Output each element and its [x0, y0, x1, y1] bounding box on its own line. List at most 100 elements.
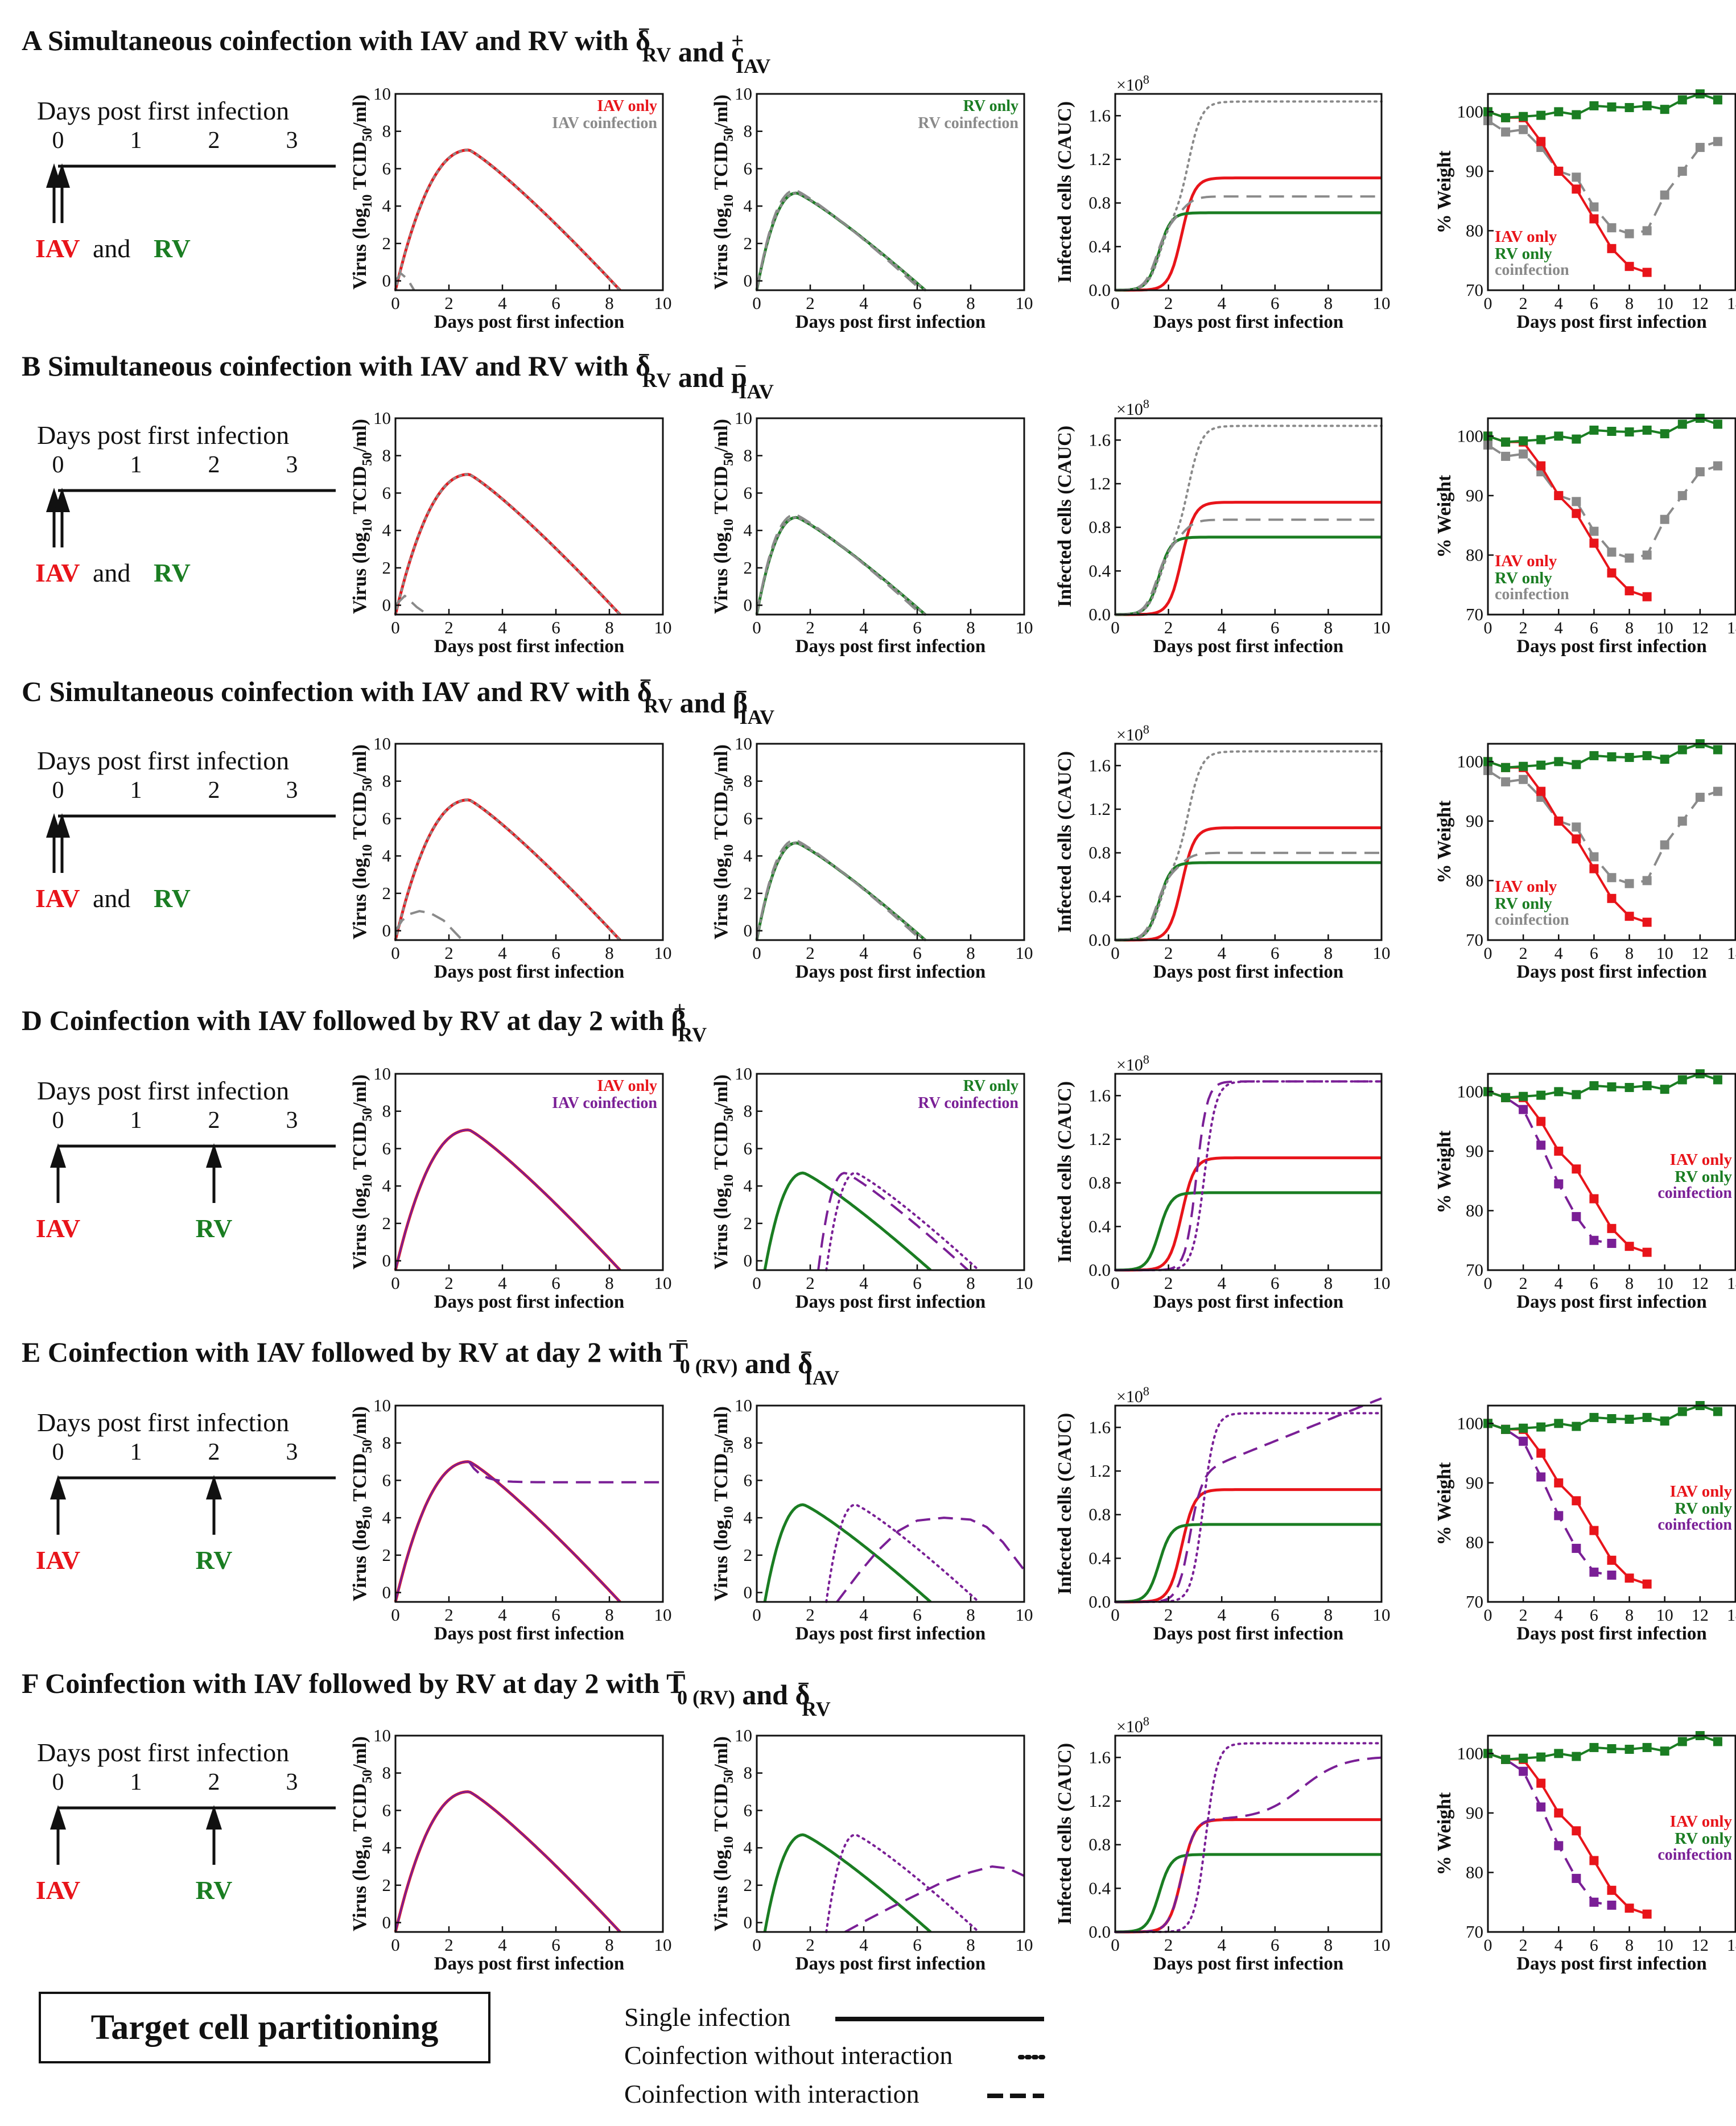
legend-iav-only: IAV only	[597, 97, 657, 115]
coinfection-marker	[1607, 873, 1617, 883]
iav-label: IAV	[36, 1546, 80, 1575]
coinfection-marker	[1695, 793, 1705, 802]
rv-only-marker	[1536, 1422, 1546, 1432]
iav-only-marker	[1572, 184, 1581, 194]
rv-only-marker	[1660, 1416, 1669, 1426]
timeline-label: Days post first infection	[37, 96, 289, 125]
iav-only-line	[1115, 501, 1382, 616]
coinfection-marker	[1695, 143, 1705, 153]
x-tick-label: 10	[654, 943, 672, 963]
weight-plot: 0 2 4 6 8 10 12 14 70 80 90 100 Days post first infe…	[1434, 89, 1736, 332]
y-tick-label: 8	[744, 446, 753, 465]
plot-frame	[1487, 417, 1736, 616]
rv-only-marker	[1607, 1082, 1617, 1091]
y-tick-label: 4	[382, 1176, 391, 1196]
x-tick-label: 6	[1590, 619, 1598, 637]
x-tick-label: 2	[1164, 1273, 1173, 1293]
legend-item-label: Coinfection with interaction	[624, 2079, 919, 2108]
coinfection-line	[1487, 444, 1718, 559]
x-axis-label: Days post first infection	[1516, 1954, 1707, 1974]
plot-frame	[394, 1073, 664, 1271]
iav-virus-plot: 0 2 4 6 8 10 0 2 4 6 8 10 Days post first infection V…	[349, 1064, 672, 1312]
y-tick-label: 4	[744, 1176, 753, 1196]
y-tick-label: 2	[744, 1545, 753, 1565]
coinfection-marker	[1501, 127, 1511, 137]
y-tick-label: 1.2	[1088, 1461, 1111, 1481]
y-tick-label: 6	[382, 1470, 391, 1490]
x-tick-label: 4	[1217, 943, 1226, 963]
x-tick-label: 8	[1324, 293, 1333, 313]
y-tick-label: 4	[382, 1507, 391, 1527]
coinfection-interaction-line	[1115, 1756, 1382, 1933]
rv-coinfection-interaction-line	[817, 1172, 969, 1271]
rv-only-marker	[1554, 1419, 1564, 1428]
y-tick-label: 0	[382, 1583, 391, 1602]
x-tick-label: 2	[1519, 944, 1528, 963]
rv-only-marker	[1642, 101, 1652, 110]
x-tick-label: 2	[1519, 1936, 1528, 1955]
legend-rv-only: RV only	[963, 1077, 1018, 1095]
y-tick-label: 1.6	[1088, 1085, 1111, 1105]
rv-coinfection-interaction-line	[836, 1517, 1025, 1603]
panel-A: A Simultaneous coinfection with IAV and …	[22, 18, 770, 77]
rv-only-marker	[1607, 102, 1617, 112]
iav-only-marker	[1536, 137, 1546, 146]
x-tick-label: 6	[1271, 1273, 1280, 1293]
x-tick-label: 8	[966, 617, 975, 637]
rv-only-marker	[1660, 1746, 1669, 1756]
legend-coinfection: coinfection	[1495, 911, 1569, 929]
iav-coinfection-line	[394, 1461, 621, 1603]
x-tick-label: 8	[605, 943, 614, 963]
timeline-tick-label: 3	[286, 1769, 298, 1795]
rv-label: RV	[196, 1214, 233, 1243]
y-tick-label: 10	[735, 1064, 752, 1083]
coinfection-marker	[1607, 1900, 1617, 1910]
rv-virus-plot: 0 2 4 6 8 10 0 2 4 6 8 10 Days post first infection V…	[711, 408, 1033, 657]
x-tick-label: 4	[1554, 294, 1563, 313]
x-tick-label: 8	[1324, 943, 1333, 963]
rv-only-line	[755, 841, 926, 941]
x-tick-label: 8	[1625, 1606, 1634, 1625]
rv-coinfection-interaction-line	[756, 839, 922, 941]
y-tick-label: 0.0	[1088, 1260, 1111, 1280]
iav-only-marker	[1624, 1242, 1634, 1251]
timeline-label: Days post first infection	[37, 1076, 289, 1105]
y-axis-label: Virus (log10 TCID50/ml)	[711, 1406, 736, 1601]
x-tick-label: 8	[966, 1273, 975, 1293]
rv-coinfection-interaction-line	[844, 1865, 1025, 1933]
x-tick-label: 10	[654, 1273, 672, 1293]
rv-virus-plot: 0 2 4 6 8 10 0 2 4 6 8 10 Days post first infection V…	[711, 734, 1033, 982]
x-tick-label: 10	[654, 617, 672, 637]
iav-only-marker	[1554, 816, 1564, 826]
x-tick-label: 4	[859, 1935, 868, 1955]
y-tick-label: 0.0	[1088, 1592, 1111, 1612]
timeline-tick-label: 2	[208, 452, 220, 478]
x-tick-label: 4	[1217, 1605, 1226, 1625]
x-tick-label: 6	[913, 1273, 922, 1293]
x-tick-label: 4	[1217, 1935, 1226, 1955]
rv-only-marker	[1677, 1407, 1687, 1416]
x-axis-label: Days post first infection	[1516, 962, 1707, 982]
y-axis-label: % Weight	[1434, 1462, 1455, 1545]
x-tick-label: 4	[498, 1605, 507, 1625]
rv-only-marker	[1519, 761, 1528, 771]
coinfection-marker	[1607, 223, 1617, 233]
infection-arrowhead	[50, 1805, 66, 1830]
rv-only-marker	[1519, 1091, 1528, 1101]
iav-virus-plot: 0 2 4 6 8 10 0 2 4 6 8 10 Days post first infection V…	[349, 84, 672, 332]
panel-title: E Coinfection with IAV followed by RV at…	[22, 1329, 839, 1389]
x-tick-label: 2	[806, 1935, 815, 1955]
x-tick-label: 8	[1625, 1274, 1634, 1293]
coinfection-marker	[1607, 1570, 1617, 1580]
x-tick-label: 12	[1692, 1274, 1709, 1293]
legend-rv-only: RV only	[1495, 895, 1552, 913]
y-axis-label: Virus (log10 TCID50/ml)	[349, 1074, 375, 1270]
plot-frame	[1114, 93, 1383, 291]
y-tick-label: 0.8	[1088, 843, 1111, 863]
iav-label: IAV	[35, 234, 80, 263]
iav-label: IAV	[36, 1214, 80, 1243]
y-tick-label: 6	[744, 483, 753, 502]
y-tick-label: 1.2	[1088, 799, 1111, 819]
x-tick-label: 10	[1016, 1273, 1033, 1293]
